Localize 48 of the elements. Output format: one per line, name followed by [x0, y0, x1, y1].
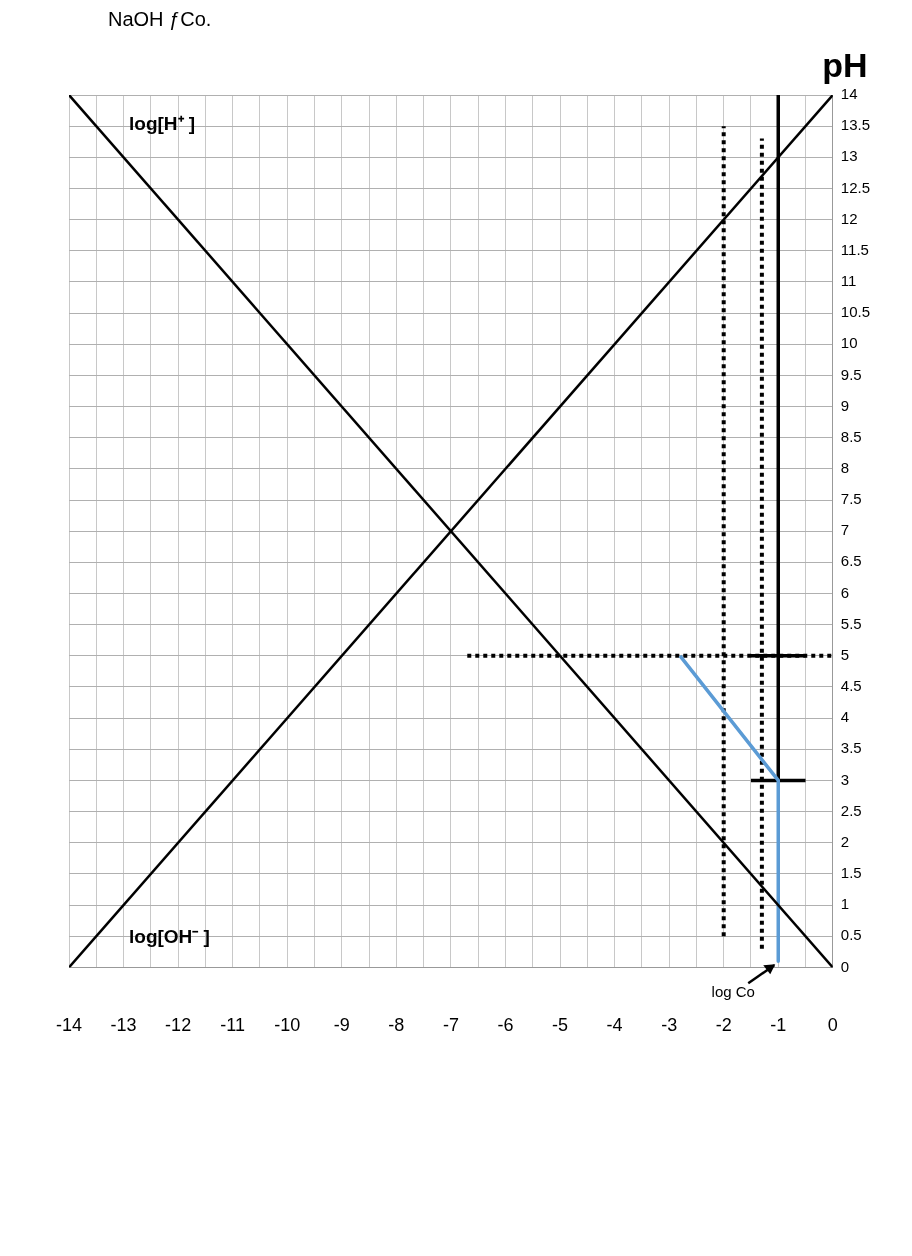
y-tick-label: 12.5: [840, 178, 871, 196]
x-tick-label: -8: [388, 1015, 405, 1036]
y-tick-label: 5: [840, 645, 850, 663]
x-tick-label: -11: [220, 1015, 246, 1036]
y-tick-label: 9: [840, 396, 850, 414]
x-tick-label: -3: [661, 1015, 678, 1036]
y-tick-label: 10: [840, 334, 858, 352]
y-tick-label: 10.5: [840, 303, 871, 321]
y-axis-title: pH: [822, 46, 868, 85]
x-tick-label: -13: [110, 1015, 137, 1036]
y-tick-label: 7.5: [840, 490, 862, 508]
y-tick-label: 0: [840, 957, 850, 975]
y-tick-label: 14: [840, 85, 858, 103]
x-tick-label: -4: [606, 1015, 623, 1036]
x-tick-label: -6: [497, 1015, 514, 1036]
x-tick-label: -7: [442, 1015, 459, 1036]
y-tick-label: 2: [840, 832, 850, 850]
y-tick-label: 3.5: [840, 739, 862, 757]
y-tick-label: 2.5: [840, 801, 862, 819]
y-tick-label: 8.5: [840, 427, 862, 445]
x-tick-label: -14: [56, 1015, 83, 1036]
x-tick-label: -12: [165, 1015, 192, 1036]
y-tick-label: 9.5: [840, 365, 862, 383]
x-tick-label: -9: [333, 1015, 350, 1036]
y-tick-label: 4: [840, 708, 850, 726]
x-tick-label: -2: [715, 1015, 732, 1036]
series-label: log[H⁺ ]: [129, 113, 196, 135]
y-tick-label: 3: [840, 770, 850, 788]
chart-title: NaOH ƒCo.: [107, 8, 213, 31]
y-tick-label: 13.5: [840, 116, 871, 134]
y-tick-label: 11: [840, 272, 857, 290]
y-tick-label: 6: [840, 583, 850, 601]
y-tick-label: 13: [840, 147, 858, 165]
annotation: log Co: [711, 983, 755, 1001]
y-tick-label: 1: [840, 895, 850, 913]
y-tick-label: 7: [840, 521, 850, 539]
y-tick-label: 1.5: [840, 864, 862, 882]
x-tick-label: -10: [274, 1015, 301, 1036]
x-tick-label: -1: [770, 1015, 787, 1036]
series-label: log[OH⁻ ]: [129, 925, 210, 947]
y-tick-label: 11.5: [840, 240, 869, 258]
y-tick-label: 0.5: [840, 926, 862, 944]
y-tick-label: 6.5: [840, 552, 862, 570]
y-tick-label: 5.5: [840, 614, 862, 632]
x-tick-label: -5: [552, 1015, 569, 1036]
y-tick-label: 4.5: [840, 677, 862, 695]
y-tick-label: 12: [840, 209, 858, 227]
y-tick-label: 8: [840, 459, 850, 477]
